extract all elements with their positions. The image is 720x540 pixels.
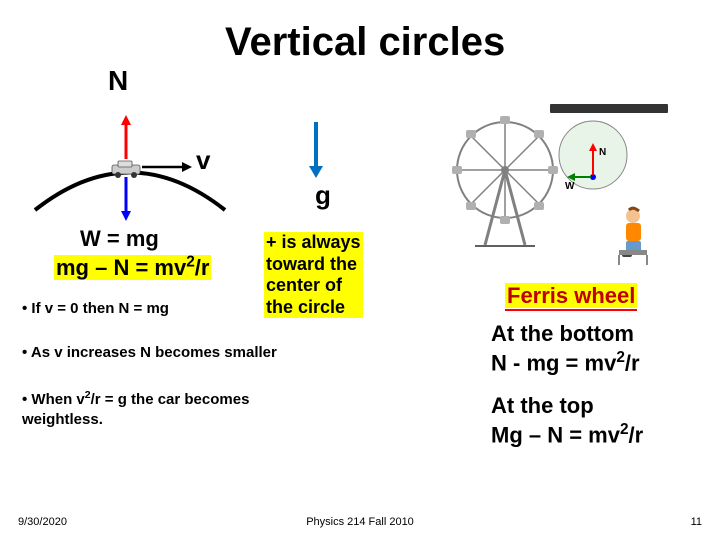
top-line2-suffix: /r xyxy=(629,422,644,447)
equation-weight: W = mg xyxy=(80,226,159,252)
label-v: v xyxy=(196,145,210,176)
pos-line3: center of xyxy=(266,275,342,295)
bullet-weightless: • When v2/r = g the car becomes weightle… xyxy=(22,388,249,431)
b3-prefix: • When v xyxy=(22,391,85,408)
top-line2-sup: 2 xyxy=(620,421,629,438)
svg-text:N: N xyxy=(599,147,606,158)
ferris-wheel-diagram: N W xyxy=(445,100,670,270)
bullet-v-zero: • If v = 0 then N = mg xyxy=(22,300,169,317)
svg-text:W: W xyxy=(565,181,575,192)
pos-line2: toward the xyxy=(266,254,357,274)
g-arrow-icon xyxy=(306,120,326,180)
footer-page-number: 11 xyxy=(691,516,702,528)
eq-main-prefix: mg – N = mv xyxy=(56,255,186,280)
ferris-wheel-label: Ferris wheel xyxy=(505,283,637,311)
top-line1: At the top xyxy=(491,393,594,418)
b3-suffix: /r = g the car becomes xyxy=(91,391,250,408)
top-line2-prefix: Mg – N = mv xyxy=(491,422,620,447)
bullet-v-increases: • As v increases N becomes smaller xyxy=(22,344,277,361)
pos-line4: the circle xyxy=(266,297,345,317)
eq-main-sup: 2 xyxy=(186,254,195,271)
ferris-text: Ferris wheel xyxy=(505,283,637,308)
bottom-line1: At the bottom xyxy=(491,321,634,346)
label-g: g xyxy=(315,180,331,211)
positive-direction-note: + is always toward the center of the cir… xyxy=(264,232,363,318)
page-title: Vertical circles xyxy=(225,20,505,65)
bottom-line2-suffix: /r xyxy=(625,350,640,375)
b3-line2: weightless. xyxy=(22,411,103,428)
equation-centripetal: mg – N = mv2/r xyxy=(54,254,211,281)
label-N: N xyxy=(108,65,128,97)
at-bottom-equation: At the bottom N - mg = mv2/r xyxy=(491,320,640,376)
footer-course: Physics 214 Fall 2010 xyxy=(306,516,414,528)
pos-line1: + is always xyxy=(266,232,361,252)
at-top-equation: At the top Mg – N = mv2/r xyxy=(491,392,643,448)
bottom-line2-prefix: N - mg = mv xyxy=(491,350,616,375)
footer-date: 9/30/2020 xyxy=(18,516,67,528)
eq-main-suffix: /r xyxy=(195,255,210,280)
bottom-line2-sup: 2 xyxy=(616,349,625,366)
